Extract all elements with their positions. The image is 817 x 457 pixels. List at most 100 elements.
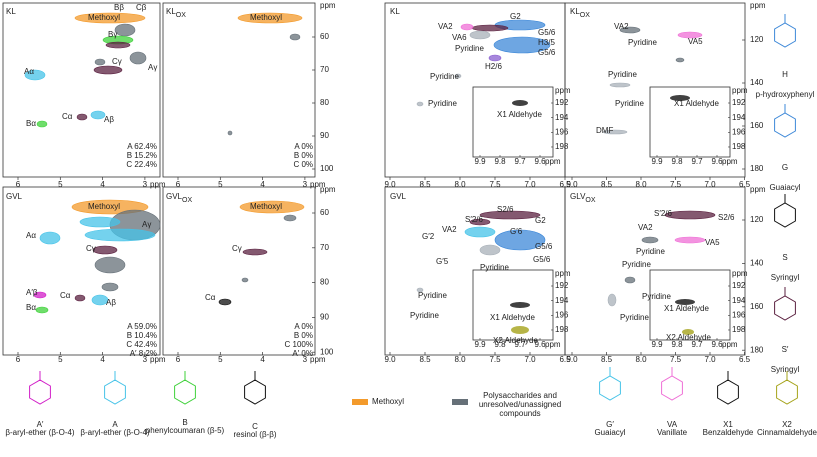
- contour: [227, 130, 233, 136]
- panel-title: GLVOX: [570, 192, 596, 204]
- panel-title: GVL: [6, 192, 23, 201]
- percentage: A′ 0%: [292, 349, 313, 358]
- x-tick-label: 4: [100, 355, 105, 364]
- contour: [92, 245, 118, 255]
- peak-label: G′2: [422, 232, 435, 241]
- contour: [512, 100, 528, 106]
- title-main: KL: [390, 7, 400, 16]
- peak-label: Pyridine: [620, 313, 649, 322]
- axis-unit: ppm: [310, 180, 326, 189]
- peak-label: H2/6: [485, 62, 502, 71]
- structure-code: VA: [667, 420, 678, 429]
- contour: [105, 41, 131, 49]
- contour: [237, 12, 303, 24]
- contour: [242, 248, 268, 256]
- peak-label: Cγ: [112, 57, 122, 66]
- inset-frame: [649, 269, 731, 341]
- percentage: A′ 8.2%: [130, 349, 157, 358]
- peak-label: Pyridine: [410, 311, 439, 320]
- axis-unit: ppm: [150, 355, 166, 364]
- contour: [90, 110, 106, 120]
- x-tick-label: 9.0: [566, 180, 578, 189]
- y-tick-label: 194: [732, 113, 746, 122]
- peak-label: X1 Aldehyde: [490, 313, 535, 322]
- x-tick-label: 7.5: [670, 180, 682, 189]
- peak-label: VA2: [638, 223, 653, 232]
- contour: [239, 200, 305, 214]
- axis-unit: ppm: [545, 157, 561, 166]
- peak-label: Bγ: [108, 30, 117, 39]
- structure-code: G′: [606, 420, 614, 429]
- x-tick-label: 3: [143, 180, 148, 189]
- peak-label: Bα: [26, 303, 36, 312]
- panel-title: GVLOX: [166, 192, 192, 204]
- percentage: A 0%: [294, 142, 313, 151]
- contour: [36, 120, 48, 128]
- peak-label: VA5: [705, 238, 720, 247]
- contour: [93, 65, 123, 75]
- title-sub: OX: [580, 12, 590, 19]
- x-tick-label: 9.9: [651, 157, 663, 166]
- y-tick-label: 192: [555, 98, 569, 107]
- x-tick-label: 7.0: [704, 180, 716, 189]
- contour: [469, 218, 491, 226]
- peak-label: Pyridine: [455, 44, 484, 53]
- peak-label: Methoxyl: [88, 202, 120, 211]
- structure-code: X1: [723, 420, 733, 429]
- peak-label: G′6: [510, 227, 523, 236]
- structure-name: resinol (β-β): [234, 430, 277, 439]
- peak-label: S2/6: [718, 213, 735, 222]
- x-tick-label: 8.5: [601, 180, 613, 189]
- y-tick-label: 180: [750, 164, 764, 173]
- y-tick-label: 120: [750, 35, 764, 44]
- ring: [599, 375, 621, 401]
- x-tick-label: 9.6: [711, 157, 723, 166]
- peak-label: Methoxyl: [88, 13, 120, 22]
- y-tick-label: 140: [750, 78, 764, 87]
- axis-unit: ppm: [310, 355, 326, 364]
- x-tick-label: 9.6: [534, 340, 546, 349]
- peak-label: Bα: [26, 119, 36, 128]
- structure-name: β-aryl-ether (β-O-4): [5, 428, 75, 437]
- x-tick-label: 8.5: [601, 355, 613, 364]
- contour: [469, 30, 491, 40]
- contour: [510, 302, 530, 308]
- contour: [460, 23, 474, 31]
- contour: [114, 23, 136, 37]
- x-tick-label: 9.7: [514, 157, 526, 166]
- x-tick-label: 9.9: [651, 340, 663, 349]
- peak-label: VA6: [452, 33, 467, 42]
- contour: [416, 287, 424, 293]
- contour: [24, 69, 46, 81]
- ring: [776, 379, 798, 405]
- legend-swatch: [452, 399, 468, 405]
- percentage: A 0%: [294, 322, 313, 331]
- contour: [664, 210, 716, 220]
- x-tick-label: 3: [303, 180, 308, 189]
- legend-label: unresolved/unassigned: [479, 400, 561, 409]
- peak-label: Methoxyl: [250, 13, 282, 22]
- contour: [94, 58, 106, 66]
- peak-label: X1 Aldehyde: [497, 110, 542, 119]
- y-tick-label: 70: [320, 243, 329, 252]
- peak-label: Methoxyl: [250, 202, 282, 211]
- peak-label: Aα: [24, 67, 34, 76]
- structure-name: β-aryl-ether (β-O-4): [80, 428, 150, 437]
- contour: [471, 24, 509, 32]
- peak-label: Pyridine: [480, 263, 509, 272]
- x-tick-label: 8.0: [635, 180, 647, 189]
- y-tick-label: 160: [750, 121, 764, 130]
- peak-label: Cβ: [136, 3, 147, 12]
- axis-unit: ppm: [750, 1, 766, 10]
- contour: [682, 329, 694, 335]
- peak-label: A′β: [26, 288, 38, 297]
- axis-unit: ppm: [320, 1, 336, 10]
- structure-code: H: [782, 70, 788, 79]
- y-tick-label: 196: [732, 127, 746, 136]
- structure-code: A: [112, 420, 118, 429]
- peak-label: X2 Aldehyde: [493, 336, 538, 345]
- structure-code: C: [252, 422, 258, 431]
- y-tick-label: 194: [555, 296, 569, 305]
- percentage: C 42.4%: [126, 340, 157, 349]
- contour: [479, 244, 501, 256]
